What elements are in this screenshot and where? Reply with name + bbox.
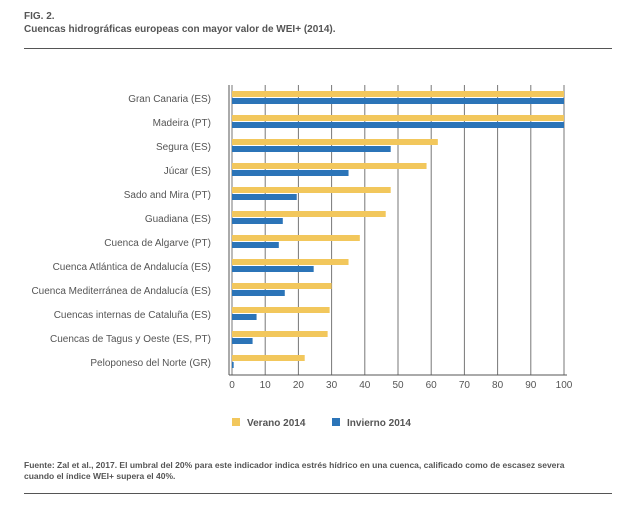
bar-verano bbox=[232, 115, 564, 121]
x-tick-label: 50 bbox=[392, 380, 404, 391]
bar-invierno bbox=[232, 314, 257, 320]
category-label: Cuencas internas de Cataluña (ES) bbox=[54, 310, 211, 321]
bar-verano bbox=[232, 331, 328, 337]
bar-invierno bbox=[232, 362, 234, 368]
category-label: Sado and Mira (PT) bbox=[124, 190, 211, 201]
bar-invierno bbox=[232, 266, 314, 272]
x-tick-label: 100 bbox=[556, 380, 573, 391]
x-tick-label: 90 bbox=[525, 380, 537, 391]
bar-invierno bbox=[232, 194, 297, 200]
bar-verano bbox=[232, 307, 330, 313]
bar-invierno bbox=[232, 290, 285, 296]
category-label: Gran Canaria (ES) bbox=[128, 94, 211, 105]
bar-verano bbox=[232, 259, 349, 265]
bar-verano bbox=[232, 235, 360, 241]
category-label: Guadiana (ES) bbox=[145, 214, 211, 225]
bar-verano bbox=[232, 355, 305, 361]
bar-verano bbox=[232, 211, 386, 217]
bar-verano bbox=[232, 163, 427, 169]
bar-invierno bbox=[232, 170, 349, 176]
bar-verano bbox=[232, 283, 332, 289]
legend-label: Verano 2014 bbox=[247, 418, 306, 429]
x-tick-label: 80 bbox=[492, 380, 504, 391]
bar-verano bbox=[232, 187, 391, 193]
bottom-divider bbox=[24, 493, 612, 494]
bar-invierno bbox=[232, 146, 391, 152]
legend-swatch bbox=[332, 418, 340, 426]
x-tick-label: 40 bbox=[359, 380, 371, 391]
bar-invierno bbox=[232, 218, 283, 224]
bar-invierno bbox=[232, 242, 279, 248]
x-tick-label: 30 bbox=[326, 380, 338, 391]
figure-number: FIG. 2. bbox=[24, 11, 55, 22]
category-label: Júcar (ES) bbox=[164, 166, 211, 177]
bar-invierno bbox=[232, 338, 253, 344]
category-label: Cuencas de Tagus y Oeste (ES, PT) bbox=[50, 334, 211, 345]
legend-swatch bbox=[232, 418, 240, 426]
bar-verano bbox=[232, 91, 564, 97]
category-label: Cuenca de Algarve (PT) bbox=[104, 238, 211, 249]
bar-invierno bbox=[232, 122, 564, 128]
legend-label: Invierno 2014 bbox=[347, 418, 411, 429]
category-label: Peloponeso del Norte (GR) bbox=[90, 358, 211, 369]
x-tick-label: 60 bbox=[426, 380, 438, 391]
top-divider bbox=[24, 48, 612, 49]
category-label: Madeira (PT) bbox=[153, 118, 211, 129]
category-label: Cuenca Atlántica de Andalucía (ES) bbox=[53, 262, 211, 273]
bar-invierno bbox=[232, 98, 564, 104]
x-tick-label: 20 bbox=[293, 380, 305, 391]
bar-chart: 0 10 20 30 40 50 60 70 80 90 100 Gran Canaria (ES) M… bbox=[31, 85, 573, 429]
source-note: Fuente: Zal et al., 2017. El umbral del … bbox=[24, 460, 565, 481]
category-label: Cuenca Mediterránea de Andalucía (ES) bbox=[31, 286, 211, 297]
bar-verano bbox=[232, 139, 438, 145]
category-label: Segura (ES) bbox=[156, 142, 211, 153]
figure-title: Cuencas hidrográficas europeas con mayor… bbox=[24, 24, 336, 35]
x-tick-label: 0 bbox=[229, 380, 235, 391]
x-tick-label: 10 bbox=[260, 380, 272, 391]
x-tick-label: 70 bbox=[459, 380, 471, 391]
